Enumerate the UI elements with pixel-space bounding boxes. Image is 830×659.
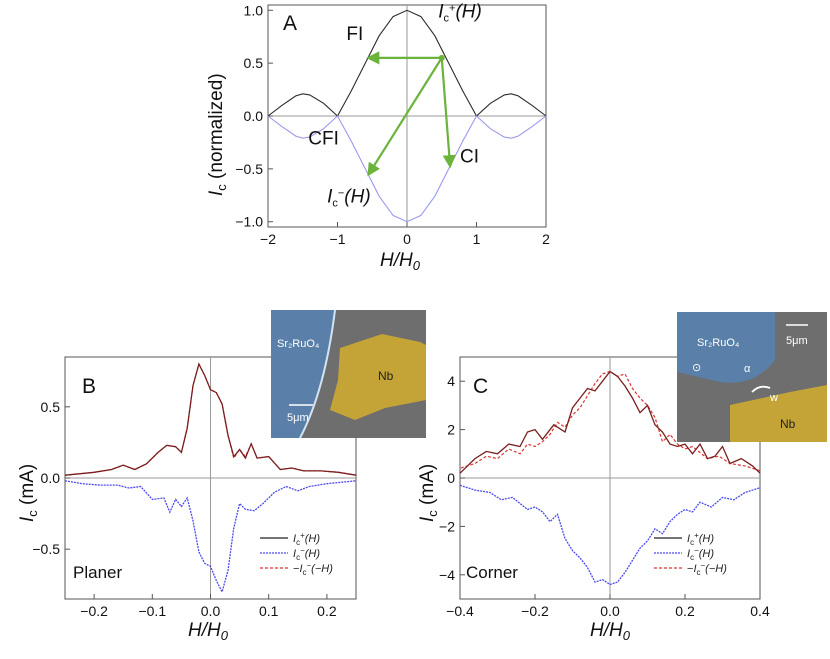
inset-b-scale-label: 5μm (287, 412, 309, 424)
panel-b-legend-label: Ic−(H) (293, 546, 320, 562)
panel-b-series-ic-minus-line (64, 480, 357, 594)
panel-a-arrows (366, 51, 456, 177)
panel-a-letter: A (283, 12, 297, 35)
panel-b-ticks: −0.2 −0.1 0.0 0.1 0.2 0.5 0.0 −0.5 (32, 399, 336, 619)
panel-b-ylabel: Ic (mA) (17, 464, 40, 522)
panel-a-xtick-label: 0 (403, 231, 411, 247)
panel-a-ytick-label: −0.5 (235, 161, 263, 177)
panel-b-inset-micrograph: Sr₂RuO₄ Nb 5μm (271, 309, 426, 439)
panel-b-xtick-label: −0.2 (80, 603, 108, 619)
panel-a-xtick-label: −1 (330, 231, 346, 247)
panel-b-legend: Ic+(H)Ic−(H)−Ic−(−H) (260, 531, 333, 577)
inset-b-nb-region (330, 334, 426, 420)
panel-c-mode-label: Corner (466, 563, 518, 582)
panel-c-series (459, 370, 761, 586)
panel-b-ytick-label: 0.0 (41, 470, 61, 486)
panel-b-xlabel: H/H0 (188, 620, 229, 643)
panel-c-ylabel: Ic (mA) (417, 464, 440, 522)
panel-a-annotation-ci: CI (460, 147, 479, 168)
panel-a-ytick-label: −1.0 (235, 214, 263, 230)
panel-a-arrow-2 (367, 57, 443, 177)
panel-c-legend: Ic+(H)Ic−(H)−Ic−(−H) (654, 531, 727, 577)
inset-b-sr-label: Sr₂RuO₄ (277, 338, 320, 350)
inset-b-sr2ruo4-region (271, 310, 335, 438)
inset-c-field-symbol: ⊙ (692, 362, 701, 374)
panel-c-ytick-label: 4 (447, 373, 455, 389)
panel-a-ytick-label: 1.0 (244, 2, 264, 18)
panel-a-series-ic-plus-line (267, 9, 547, 117)
panel-a-ylabel: Ic (normalized) (206, 73, 229, 196)
panel-c-ytick-label: −2 (439, 518, 455, 534)
panel-a-annotation-cfi: CFI (308, 129, 339, 150)
panel-b-xtick-label: 0.1 (259, 603, 279, 619)
panel-b-zero-lines (65, 357, 356, 599)
panel-a-xtick-label: 2 (542, 231, 550, 247)
panel-a-arrow-origin (438, 54, 445, 61)
panel-b-legend-label: Ic+(H) (293, 531, 320, 547)
panel-a-xlabel: H/H0 (380, 250, 421, 273)
panel-c-xtick-label: −0.4 (446, 603, 474, 619)
panel-a-ytick-label: 0.0 (244, 108, 264, 124)
panel-c-ytick-label: 0 (447, 470, 455, 486)
inset-c-nb-region (730, 385, 827, 442)
panel-c-zero-lines (460, 357, 760, 599)
panel-c-xtick-label: −0.2 (521, 603, 549, 619)
panel-c-letter: C (473, 375, 488, 398)
panel-c-xtick-label: 0.2 (675, 603, 695, 619)
panel-a-series (267, 9, 547, 223)
panel-a-series-ic-minus-line (267, 115, 547, 223)
panel-c-legend-label: Ic+(H) (687, 531, 714, 547)
panel-c-xtick-label: 0.0 (600, 603, 620, 619)
inset-b-nb-label: Nb (378, 369, 394, 383)
panel-b-series-ic-plus-line (64, 362, 357, 476)
panel-b-xtick-label: 0.2 (317, 603, 337, 619)
panel-b: −0.2 −0.1 0.0 0.1 0.2 0.5 0.0 −0.5 B Planer Ic+… (17, 309, 426, 643)
panel-a-zero-lines (268, 5, 546, 227)
inset-b-interface (299, 309, 336, 439)
panel-b-series (64, 362, 357, 594)
panel-a-curve-labels: Ic+(H) Ic−(H) (327, 2, 482, 210)
panel-a-ticks: −2 −1 0 1 2 1.0 0.5 0.0 −0.5 −1.0 (235, 2, 550, 247)
panel-c-series-ic-plus-line (459, 370, 761, 474)
panel-a-curve-label: Ic−(H) (327, 187, 371, 210)
panel-c-ytick-label: 2 (447, 422, 455, 438)
panel-a: −2 −1 0 1 2 1.0 0.5 0.0 −0.5 −1.0 A FI CFI CI Ic+(H… (206, 2, 550, 273)
panel-b-xtick-label: −0.1 (138, 603, 166, 619)
panel-c-xlabel: H/H0 (590, 620, 631, 643)
inset-c-nb-label: Nb (780, 417, 796, 431)
panel-b-ytick-label: 0.5 (41, 399, 61, 415)
panel-a-annotations: FI CFI CI (308, 24, 479, 168)
panel-c-series-mirror-line (459, 370, 761, 472)
inset-c-alpha-label: α (744, 363, 751, 375)
inset-c-scale-label: 5μm (786, 335, 808, 347)
panel-b-legend-label: −Ic−(−H) (293, 561, 333, 577)
panel-c-series-ic-minus-line (459, 484, 761, 586)
panel-c-ticks: −0.4 −0.2 0.0 0.2 0.4 4 2 0 −2 −4 (439, 373, 770, 619)
panel-c-xtick-label: 0.4 (750, 603, 770, 619)
panel-a-xtick-label: 1 (473, 231, 481, 247)
panel-a-curve-label: Ic+(H) (438, 2, 482, 25)
inset-c-width-arrow (751, 385, 771, 393)
panel-a-arrow-1 (440, 57, 456, 169)
panel-c-ytick-label: −4 (439, 567, 455, 583)
panel-a-xtick-label: −2 (260, 231, 276, 247)
inset-c-sr2ruo4-region (677, 312, 775, 383)
panel-b-letter: B (82, 375, 96, 398)
panel-c-legend-label: Ic−(H) (687, 546, 714, 562)
inset-c-sr-label: Sr₂RuO₄ (697, 337, 740, 349)
panel-c: −0.4 −0.2 0.0 0.2 0.4 4 2 0 −2 −4 C Corner Ic+(H)… (417, 312, 827, 643)
panel-c-legend-label: −Ic−(−H) (687, 561, 727, 577)
panel-c-inset-micrograph: Sr₂RuO₄ Nb 5μm α w ⊙ (677, 312, 827, 442)
inset-c-w-label: w (769, 392, 778, 404)
panel-a-ytick-label: 0.5 (244, 55, 264, 71)
panel-a-annotation-fi: FI (346, 24, 363, 45)
panel-b-xtick-label: 0.0 (201, 603, 221, 619)
panel-b-ytick-label: −0.5 (32, 541, 60, 557)
panel-b-mode-label: Planer (73, 563, 122, 582)
